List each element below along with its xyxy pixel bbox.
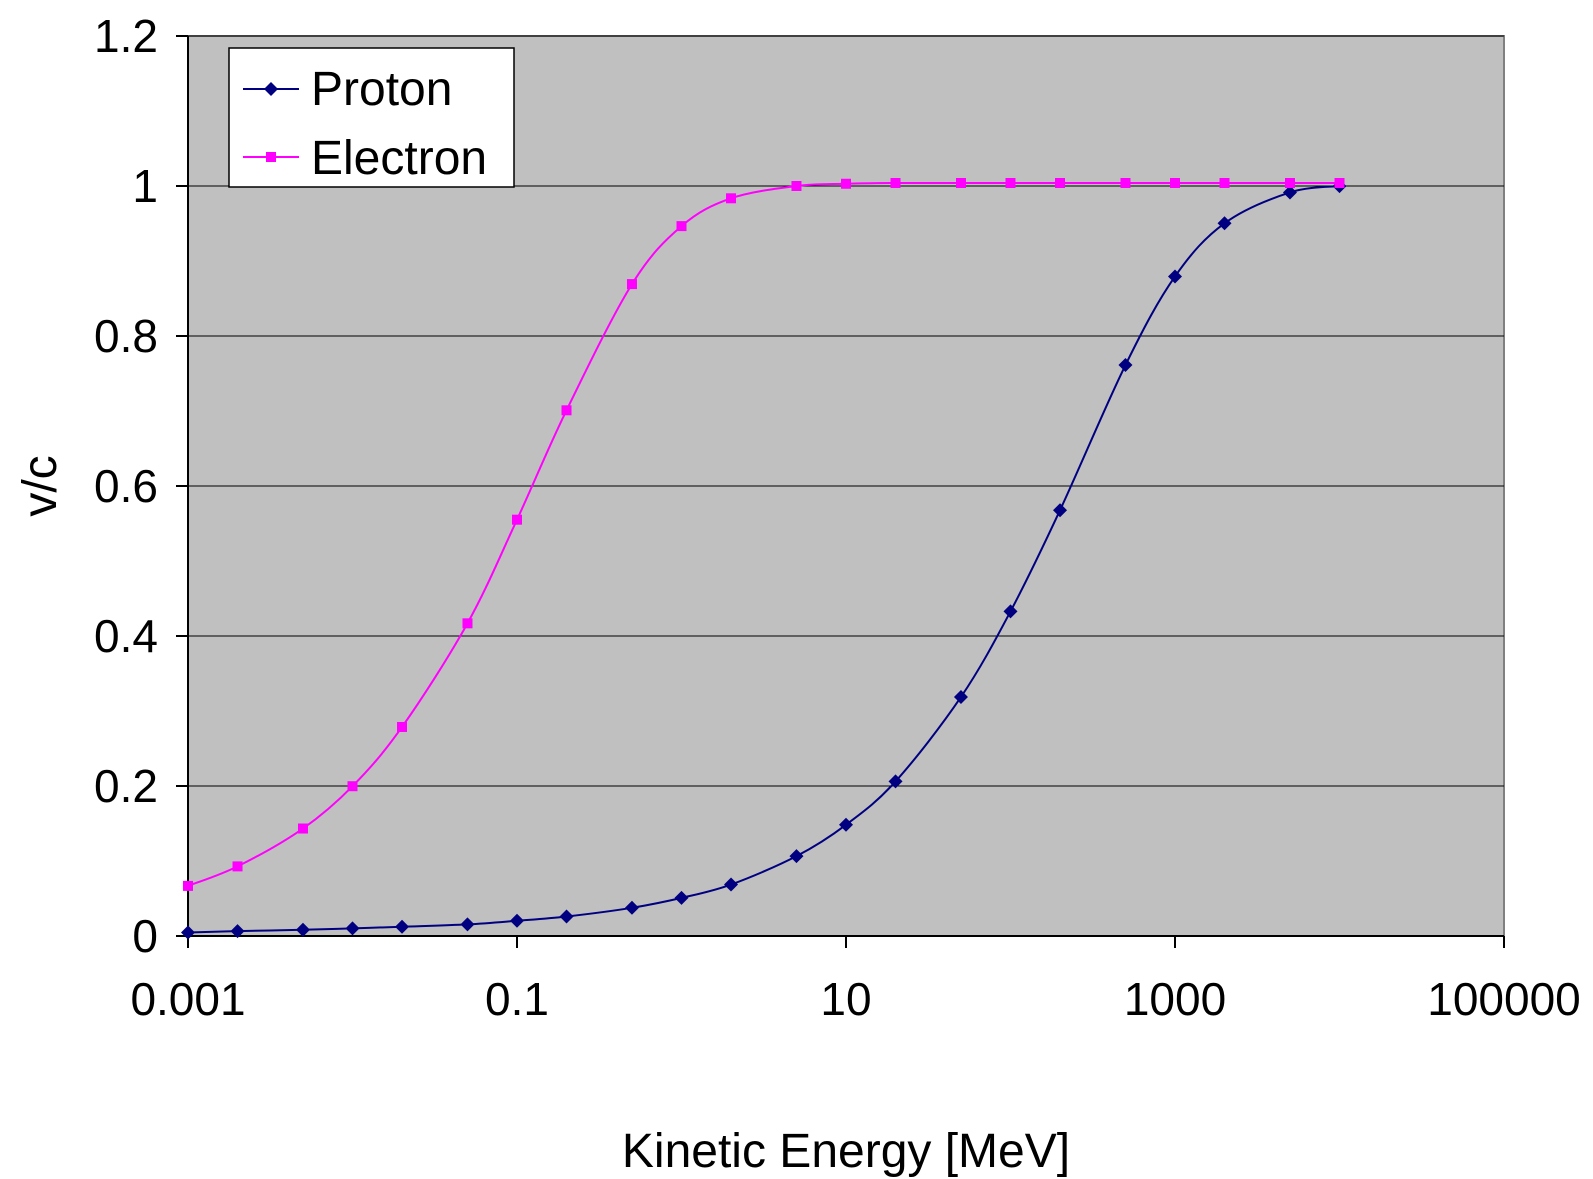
data-point-electron — [676, 221, 687, 232]
data-point-proton — [395, 919, 410, 934]
series-layer — [181, 178, 1347, 940]
data-point-proton — [1217, 216, 1232, 231]
data-point-electron — [626, 279, 637, 290]
data-point-electron — [890, 178, 901, 188]
data-point-proton — [724, 877, 739, 892]
y-tick-label: 1.2 — [94, 10, 158, 62]
data-point-proton — [181, 925, 195, 940]
x-tick-label: 0.1 — [485, 973, 549, 1025]
y-tick-label: 1 — [132, 160, 158, 212]
data-point-proton — [839, 817, 853, 832]
legend-electron-label: Electron — [311, 132, 487, 185]
data-point-electron — [1005, 178, 1016, 188]
data-point-proton — [559, 909, 574, 924]
data-point-proton — [1053, 503, 1068, 518]
data-point-electron — [561, 405, 572, 416]
data-point-electron — [397, 721, 408, 732]
data-point-electron — [232, 861, 243, 872]
x-tick-label: 1000 — [1124, 973, 1226, 1025]
legend-box — [228, 47, 515, 188]
legend-proton-label: Proton — [311, 63, 452, 116]
series-proton — [181, 179, 1347, 940]
x-tick-label: 10 — [820, 973, 871, 1025]
data-point-proton — [460, 917, 475, 932]
y-tick-label: 0.4 — [94, 610, 158, 662]
data-point-electron — [297, 823, 308, 834]
data-point-electron — [1334, 178, 1345, 188]
data-point-electron — [791, 181, 802, 191]
legend-proton-marker — [264, 82, 278, 96]
x-tick-label: 100000 — [1427, 973, 1581, 1025]
data-point-proton — [674, 890, 689, 905]
y-tick-label: 0.6 — [94, 460, 158, 512]
x-tick-label: 0.001 — [130, 973, 245, 1025]
y-tick-label: 0 — [132, 910, 158, 962]
data-point-electron — [1219, 178, 1230, 188]
data-point-proton — [1168, 269, 1182, 284]
data-point-proton — [888, 774, 903, 789]
data-point-proton — [230, 924, 245, 939]
data-point-proton — [789, 849, 804, 864]
data-point-electron — [955, 178, 966, 188]
y-axis-title: v/c — [14, 455, 67, 516]
data-point-proton — [1118, 358, 1133, 373]
legend: Proton Electron — [228, 47, 515, 188]
series-electron-line — [187, 181, 1340, 887]
data-point-proton — [345, 921, 360, 936]
y-tick-label: 0.8 — [94, 310, 158, 362]
data-point-electron — [347, 781, 358, 792]
series-proton-line — [187, 185, 1340, 934]
data-point-proton — [953, 689, 968, 704]
data-point-proton — [1282, 185, 1297, 200]
data-point-electron — [726, 193, 737, 204]
tick-labels: 0 0.2 0.4 0.6 0.8 1 1.2 0.001 0.1 10 1000 100000 — [94, 10, 1581, 1025]
series-electron — [183, 178, 1345, 891]
data-point-electron — [1055, 178, 1066, 188]
data-point-electron — [1170, 178, 1180, 188]
data-point-electron — [183, 880, 193, 891]
data-point-proton — [624, 900, 639, 915]
y-tick-label: 0.2 — [94, 760, 158, 812]
x-axis-title: Kinetic Energy [MeV] — [622, 1125, 1070, 1178]
data-point-proton — [510, 913, 524, 928]
data-point-electron — [462, 618, 473, 629]
data-point-electron — [1284, 178, 1295, 188]
data-point-proton — [295, 922, 310, 937]
legend-electron-marker — [266, 152, 276, 162]
data-point-electron — [841, 178, 851, 189]
data-point-proton — [1003, 604, 1018, 619]
data-point-electron — [512, 514, 522, 525]
data-point-electron — [1120, 178, 1131, 188]
